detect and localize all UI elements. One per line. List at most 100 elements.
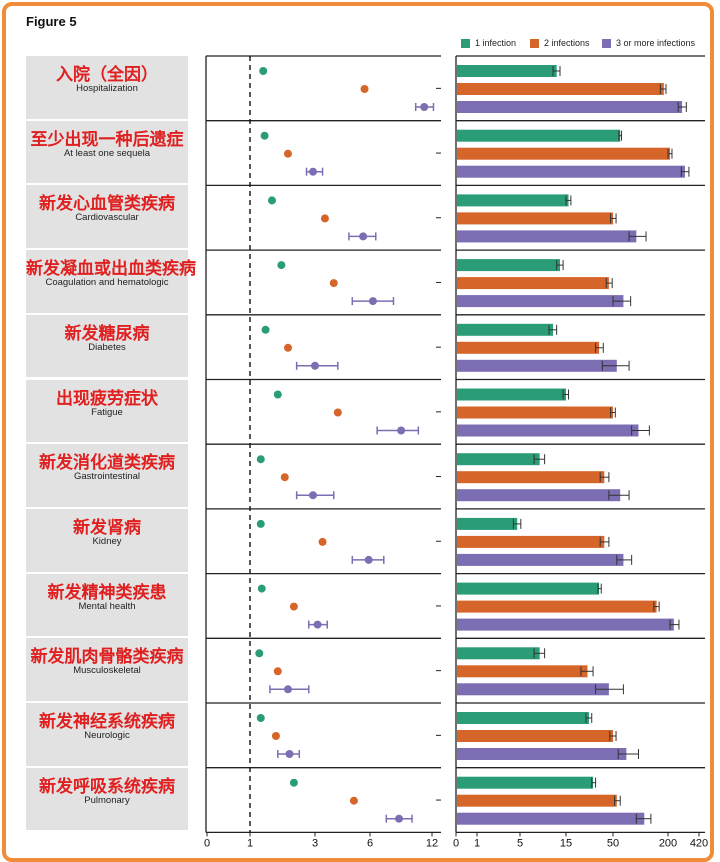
bar [457,359,617,372]
row-label-en: Kidney [92,535,122,547]
forest-x-tick-label: 3 [312,837,318,847]
bar [457,388,566,401]
bar [457,489,621,502]
bar [457,812,645,825]
row-label-6: 新发消化道类疾病 Gastrointestinal [26,444,188,507]
row-label-1: 至少出现一种后遗症 At least one sequela [26,120,188,184]
legend-label: 3 or more infections [616,38,696,48]
forest-point [368,297,377,306]
forest-point [360,85,369,93]
bar [457,794,617,807]
bar-x-tick-label: 420 [690,837,708,847]
row-label-en: Musculoskeletal [73,665,141,677]
forest-point [313,620,322,629]
row-label-en: Pulmonary [84,794,130,806]
forest-point [283,149,292,158]
row-label-en: Neurologic [84,730,130,741]
legend-item-2-infections: 2 infections [530,36,590,50]
row-label-zh: 新发呼吸系统疾病 [39,776,175,797]
bar [457,259,561,272]
forest-point [333,408,342,417]
forest-point [256,714,265,722]
forest-point [256,519,265,528]
forest-point [397,426,406,435]
forest-point [283,685,292,694]
bar-x-tick-label: 200 [659,837,677,847]
row-label-zh: 新发凝血或出血类疾病 [26,259,196,280]
forest-point [364,555,373,564]
row-label-7: 新发肾病 Kidney [26,508,188,572]
row-label-zh: 至少出现一种后遗症 [30,129,184,150]
bar [457,553,624,566]
forest-point [257,584,266,593]
forest-point [395,814,404,823]
row-label-zh: 入院（全因） [56,65,158,85]
row-label-3: 新发凝血或出血类疾病 Coagulation and hematologic [26,250,196,313]
forest-point [289,778,298,787]
forest-point [273,390,282,399]
forest-point [261,325,270,334]
row-label-2: 新发心血管类疾病 Cardiovascular [26,185,188,249]
bar [457,212,613,225]
bar [457,665,588,678]
forest-point [280,473,289,482]
legend-swatch [530,38,539,48]
bar [457,406,613,419]
bar [457,129,621,142]
bar [457,535,605,548]
bar [457,618,674,631]
row-label-zh: 新发肾病 [73,517,141,538]
forest-x-tick-label: 1 [247,837,253,847]
forest-point [420,103,429,111]
row-label-en: Hospitalization [76,83,138,94]
row-label-zh: 新发精神类疾患 [47,582,167,603]
bar [457,277,609,290]
row-label-9: 新发肌肉骨骼类疾病 Musculoskeletal [26,638,188,701]
bar [457,582,600,595]
forest-point [260,131,269,140]
bar [457,647,540,660]
bar [457,230,637,243]
forest-point [320,214,329,223]
row-label-zh: 新发心血管类疾病 [39,194,175,215]
forest-point [285,750,294,758]
row-label-10: 新发神经系统疾病 Neurologic [26,703,188,766]
row-label-4: 新发糖尿病 Diabetes [26,314,188,378]
forest-point [273,667,282,676]
forest-point [277,261,286,270]
forest-point [267,196,276,205]
row-label-8: 新发精神类疾患 Mental health [26,573,188,637]
row-label-0: 入院（全因） Hospitalization [26,56,188,119]
forest-point [349,796,358,805]
legend-label: 1 infection [475,38,517,48]
forest-point [318,537,327,546]
bar [457,748,627,760]
forest-point [308,167,317,176]
bar-x-tick-label: 0 [453,837,459,847]
forest-point [255,649,264,658]
bar [457,453,540,466]
forest-point [283,343,292,352]
bar [457,147,671,160]
row-label-zh: 新发糖尿病 [64,323,150,344]
bar [457,600,657,613]
row-label-en: Diabetes [88,341,126,353]
legend-swatch [461,38,470,48]
forest-x-tick-label: 0 [204,837,210,847]
bar [457,83,664,95]
row-label-en: Gastrointestinal [73,471,140,483]
legend-label: 2 infections [544,38,590,48]
legend-swatch [602,38,611,48]
forest-point [271,732,280,740]
row-label-en: Cardiovascular [75,212,139,224]
row-label-zh: 出现疲劳症状 [56,388,158,409]
bar [457,341,600,354]
bar-x-tick-label: 15 [560,837,572,847]
figure-title: Figure 5 [26,14,77,29]
row-label-5: 出现疲劳症状 Fatigue [26,379,188,443]
row-label-en: Coagulation and hematologic [45,277,169,289]
bar [457,101,683,113]
row-label-en: Fatigue [91,406,123,418]
row-label-zh: 新发神经系统疾病 [39,712,175,732]
